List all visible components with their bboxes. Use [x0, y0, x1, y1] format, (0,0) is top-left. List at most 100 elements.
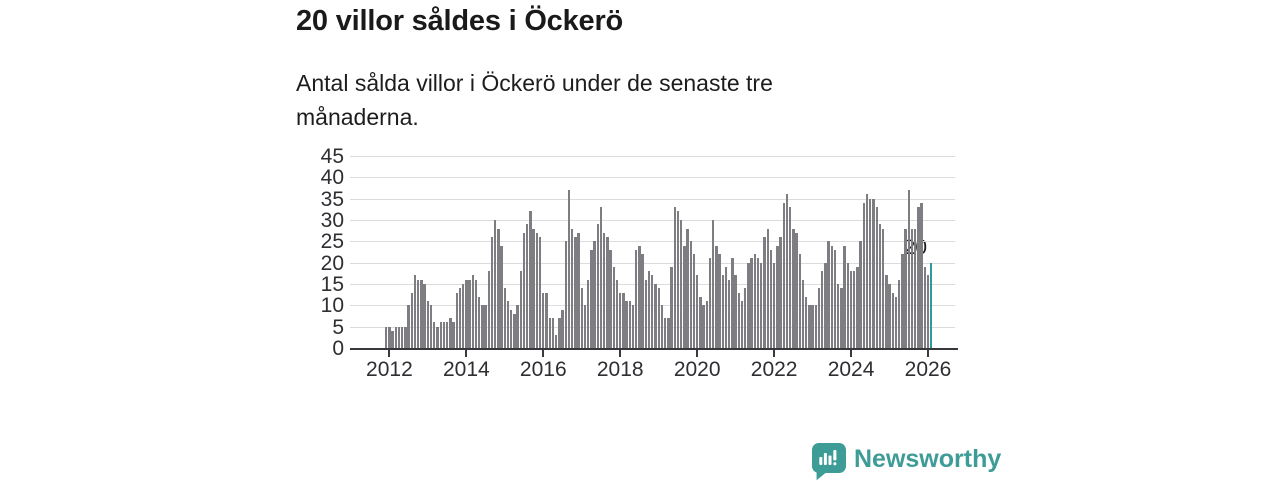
bar — [904, 228, 907, 348]
bar — [529, 211, 532, 348]
bar — [804, 296, 808, 348]
bar — [821, 271, 824, 348]
bar — [766, 228, 769, 348]
bar — [897, 279, 901, 348]
bar — [670, 266, 673, 348]
bar — [474, 279, 478, 348]
bar — [510, 309, 513, 348]
bar — [429, 305, 433, 348]
bar — [481, 305, 484, 348]
bar — [689, 241, 692, 348]
x-axis-label: 2018 — [596, 358, 644, 381]
bar — [561, 309, 564, 348]
bar — [833, 249, 837, 348]
bar — [497, 228, 500, 348]
bar — [798, 254, 801, 348]
bar — [577, 232, 580, 348]
bar — [926, 275, 930, 348]
bar — [420, 279, 423, 348]
bar — [891, 292, 894, 348]
bar — [615, 279, 619, 348]
bar — [519, 271, 523, 348]
x-axis-label: 2012 — [366, 358, 413, 381]
bar — [837, 283, 840, 348]
bar — [824, 262, 827, 348]
bar — [788, 207, 792, 348]
bar — [394, 326, 397, 348]
bar — [705, 301, 708, 348]
bar — [744, 288, 747, 348]
bar — [404, 326, 407, 348]
bar — [849, 271, 853, 348]
bar — [923, 266, 926, 348]
bar — [683, 245, 686, 348]
bar — [853, 271, 856, 348]
x-axis-tick — [388, 350, 391, 357]
bar — [760, 262, 763, 348]
bar — [522, 232, 526, 348]
bar — [878, 224, 882, 348]
bar — [756, 258, 760, 348]
bar — [901, 254, 904, 348]
bar — [763, 237, 766, 348]
bar — [875, 207, 878, 348]
y-axis-label: 25 — [320, 230, 344, 254]
bar — [465, 279, 468, 348]
bar — [535, 232, 539, 348]
bar — [872, 198, 875, 348]
y-axis-label: 30 — [320, 208, 344, 232]
bar — [631, 305, 635, 348]
gridline — [350, 155, 955, 157]
bar — [494, 219, 497, 348]
bar — [583, 305, 587, 348]
bar — [801, 279, 805, 348]
bar — [811, 305, 814, 348]
bar — [385, 326, 388, 348]
bar — [545, 292, 548, 348]
x-axis-tick — [619, 350, 622, 357]
x-axis-label: 2024 — [827, 358, 875, 381]
bar — [647, 271, 651, 348]
bar — [580, 288, 583, 348]
bar — [747, 262, 750, 348]
bar — [728, 279, 731, 348]
x-axis-tick — [465, 350, 468, 357]
bar — [894, 296, 898, 348]
x-axis-tick — [696, 350, 699, 357]
bar — [779, 237, 782, 348]
bar — [625, 301, 628, 348]
bar — [455, 292, 458, 348]
bar — [865, 194, 869, 348]
bar — [657, 288, 660, 348]
bar — [792, 228, 795, 348]
x-axis-label: 2014 — [442, 358, 490, 381]
bar — [570, 228, 574, 348]
bar — [718, 254, 721, 348]
bar — [795, 232, 798, 348]
bar — [606, 237, 609, 348]
x-axis-tick — [773, 350, 776, 357]
bar — [567, 190, 571, 348]
bar — [843, 245, 846, 348]
bar — [859, 241, 862, 348]
bar — [663, 318, 667, 348]
bar — [423, 283, 426, 348]
x-axis-label: 2022 — [750, 358, 798, 381]
bar — [401, 326, 404, 348]
bar — [734, 275, 737, 348]
bar — [660, 305, 664, 348]
bar — [776, 245, 779, 348]
bar — [538, 237, 542, 348]
bar — [410, 292, 414, 348]
bar — [644, 279, 648, 348]
bar — [740, 301, 744, 348]
bar — [907, 190, 910, 348]
bar — [808, 305, 811, 348]
bar — [596, 224, 599, 348]
bar — [654, 283, 657, 348]
bar — [753, 254, 757, 348]
bar — [471, 275, 474, 348]
bar — [397, 326, 401, 348]
bar — [558, 318, 561, 348]
